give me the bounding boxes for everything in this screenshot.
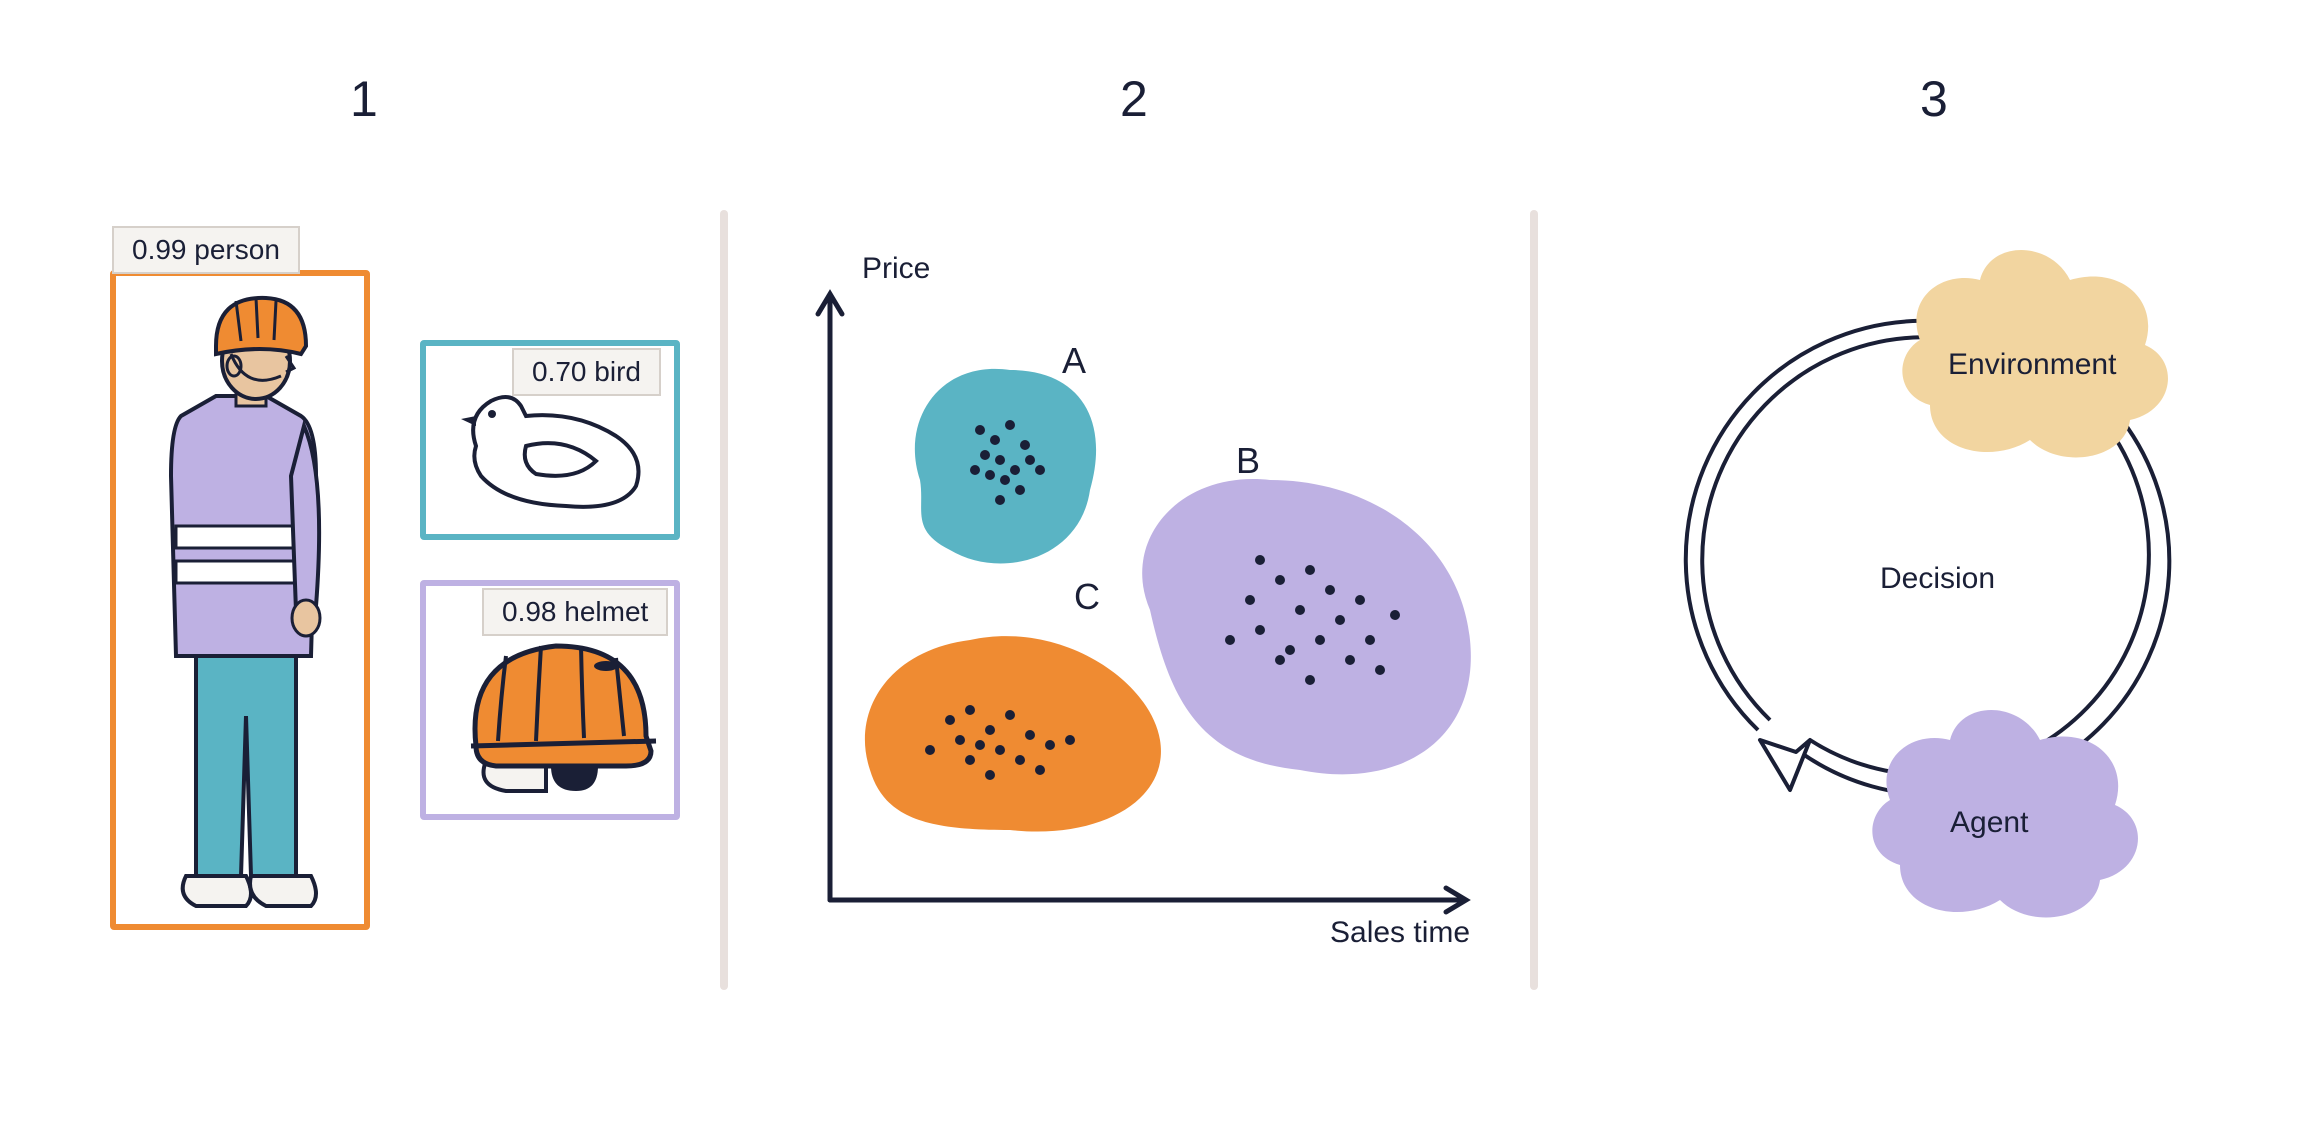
agent-label: Agent — [1950, 806, 2028, 840]
environment-label: Environment — [1948, 348, 2116, 382]
decision-label: Decision — [1880, 562, 1995, 596]
